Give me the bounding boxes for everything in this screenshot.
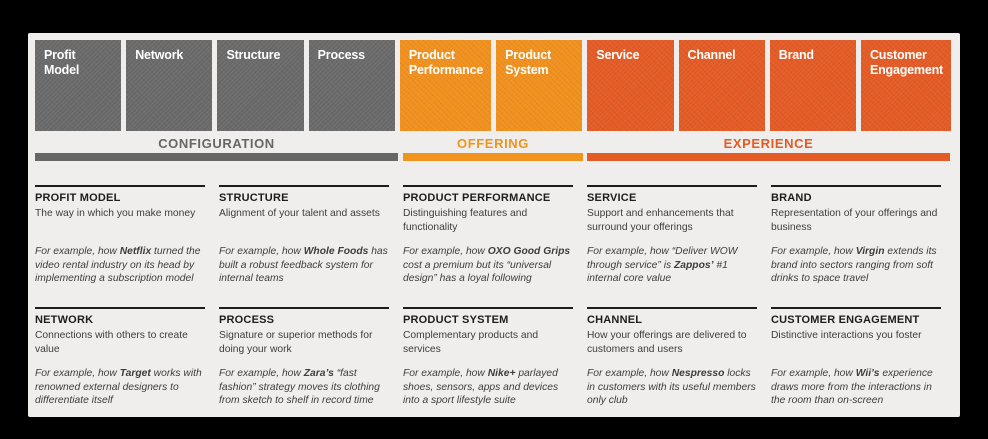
group-bar-experience [587, 153, 950, 161]
cell-heading: PROFIT MODEL [35, 192, 121, 204]
type-box-network: Network [126, 40, 212, 131]
group-bar-offering [403, 153, 583, 161]
cell-service: SERVICE Support and enhancements that su… [587, 185, 757, 286]
type-box-product-performance: Product Performance [400, 40, 491, 131]
cell-heading: CHANNEL [587, 314, 643, 326]
cell-heading: PROCESS [219, 314, 275, 326]
cell-heading: NETWORK [35, 314, 94, 326]
cell-product-performance: PRODUCT PERFORMANCE Distinguishing featu… [403, 185, 573, 286]
cell-description: Connections with others to create value [35, 330, 188, 355]
cell-heading: SERVICE [587, 192, 637, 204]
cell-heading: STRUCTURE [219, 192, 289, 204]
cell-heading: PRODUCT SYSTEM [403, 314, 509, 326]
type-box-structure: Structure [217, 40, 303, 131]
cell-example: For example, how OXO Good Grips cost a p… [403, 246, 571, 284]
type-box-customer-engagement: Customer Engagement [861, 40, 951, 131]
cell-example: For example, how “Deliver WOW through se… [587, 246, 738, 284]
cell-heading: CUSTOMER ENGAGEMENT [771, 314, 920, 326]
cell-brand: BRAND Representation of your offerings a… [771, 185, 941, 286]
cell-example: For example, how Nike+ parlayed shoes, s… [403, 368, 559, 406]
cell-example: For example, how Target works with renow… [35, 368, 202, 406]
cell-description: How your offerings are delivered to cust… [587, 330, 747, 355]
type-box-product-system: Product System [496, 40, 582, 131]
cell-description: Distinguishing features and functionalit… [403, 208, 528, 233]
cell-process: PROCESS Signature or superior methods fo… [219, 307, 389, 408]
cell-heading: BRAND [771, 192, 812, 204]
cell-description: Representation of your offerings and bus… [771, 208, 938, 233]
group-label-experience: EXPERIENCE [723, 136, 814, 151]
type-box-service: Service [587, 40, 673, 131]
innovation-framework-panel: Profit Model Network Structure Process P… [28, 33, 960, 417]
cell-product-system: PRODUCT SYSTEM Complementary products an… [403, 307, 573, 408]
group-bar-configuration [35, 153, 398, 161]
cell-example: For example, how Zara’s “fast fashion” s… [219, 368, 380, 406]
cell-example: For example, how Netflix turned the vide… [35, 246, 201, 284]
cell-description: The way in which you make money [35, 208, 196, 219]
cell-customer-engagement: CUSTOMER ENGAGEMENT Distinctive interact… [771, 307, 941, 408]
cell-description: Distinctive interactions you foster [771, 330, 922, 341]
cell-network: NETWORK Connections with others to creat… [35, 307, 205, 408]
type-box-channel: Channel [679, 40, 765, 131]
type-box-profit-model: Profit Model [35, 40, 121, 131]
cell-profit-model: PROFIT MODEL The way in which you make m… [35, 185, 205, 286]
cell-channel: CHANNEL How your offerings are delivered… [587, 307, 757, 408]
type-box-process: Process [309, 40, 395, 131]
cell-description: Alignment of your talent and assets [219, 208, 380, 219]
innovation-types-row: Profit Model Network Structure Process P… [35, 40, 951, 131]
cell-example: For example, how Wii’s experience draws … [771, 368, 933, 406]
cell-structure: STRUCTURE Alignment of your talent and a… [219, 185, 389, 286]
cell-description: Support and enhancements that surround y… [587, 208, 734, 233]
cell-example: For example, how Whole Foods has built a… [219, 246, 388, 284]
cell-description: Complementary products and services [403, 330, 539, 355]
cell-heading: PRODUCT PERFORMANCE [403, 192, 551, 204]
type-box-brand: Brand [770, 40, 856, 131]
cell-description: Signature or superior methods for doing … [219, 330, 373, 355]
cell-example: For example, how Nespresso locks in cust… [587, 368, 756, 406]
cell-example: For example, how Virgin extends its bran… [771, 246, 937, 284]
group-label-configuration: CONFIGURATION [158, 136, 275, 151]
group-label-offering: OFFERING [457, 136, 529, 151]
